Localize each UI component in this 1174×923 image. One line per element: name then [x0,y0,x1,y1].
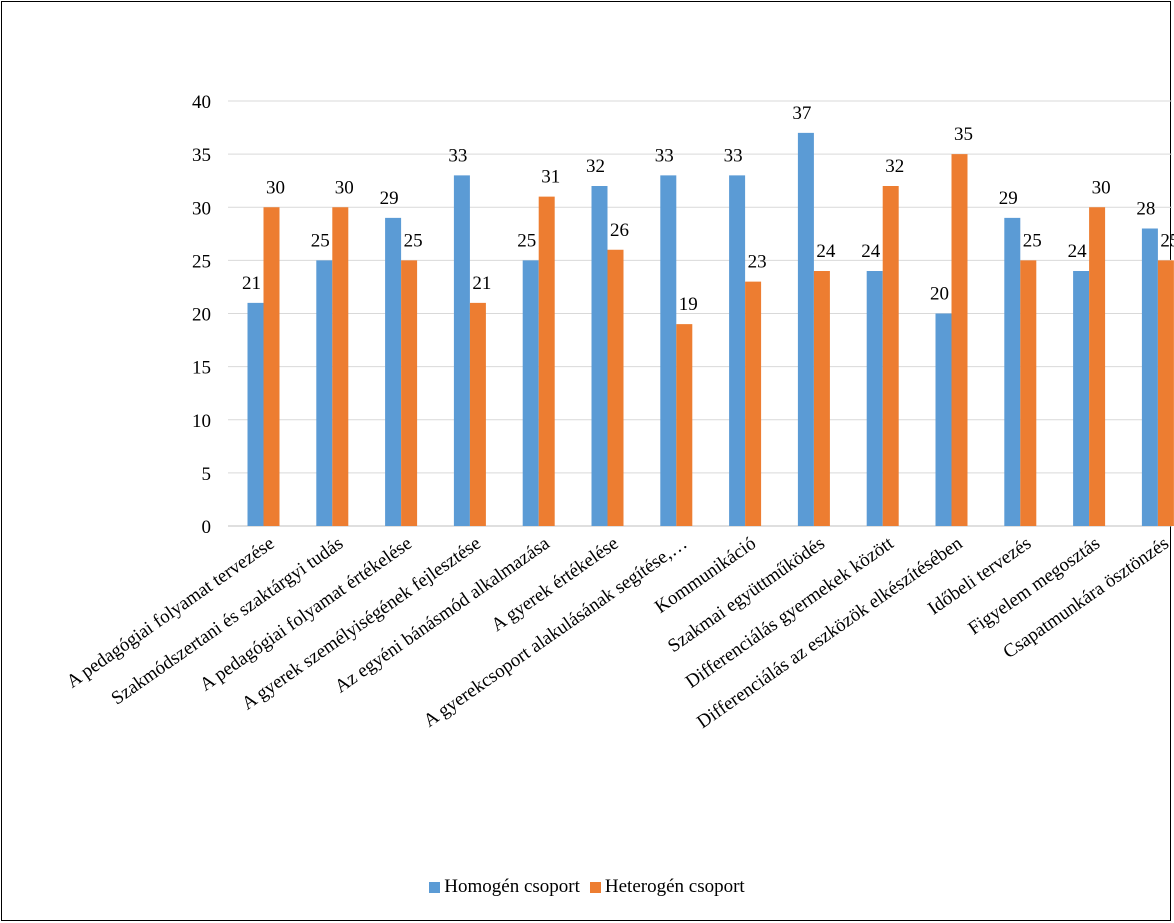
bar-homogen [591,186,608,526]
data-label: 21 [242,273,261,294]
bar-homogen [660,175,677,526]
bar-homogen [935,313,952,526]
bar-heterogen [745,281,762,526]
x-axis-categories: A pedagógiai folyamat tervezéseSzakmódsz… [63,532,1173,732]
bar-homogen [729,175,746,526]
bar-homogen [866,271,883,526]
bar-heterogen [813,271,830,526]
legend-item-heterogen: Heterogén csoport [589,876,745,898]
y-tick-label: 20 [192,305,211,326]
data-label: 33 [724,145,743,166]
bar-homogen [797,132,814,526]
legend: Homogén csoport Heterogén csoport [0,872,1174,902]
legend-item-homogen: Homogén csoport [429,876,580,898]
legend-label-heterogen: Heterogén csoport [604,876,745,897]
legend-swatch-heterogen [589,881,601,893]
legend-label-homogen: Homogén csoport [444,876,580,897]
bar-homogen [1141,228,1158,526]
data-label: 33 [448,145,467,166]
data-label: 30 [1092,177,1111,198]
data-label: 35 [954,124,973,145]
y-tick-label: 35 [192,145,211,166]
bar-heterogen [401,260,418,526]
data-label: 37 [792,103,811,124]
data-label: 25 [404,230,423,251]
data-label: 25 [1160,230,1174,251]
data-label: 25 [517,230,536,251]
bar-heterogen [882,186,899,526]
bar-homogen [453,175,470,526]
bar-homogen [1004,217,1021,526]
data-label: 19 [679,294,698,315]
legend-swatch-homogen [429,881,441,893]
y-tick-label: 25 [192,251,211,272]
data-label: 30 [335,177,354,198]
bar-heterogen [263,207,280,526]
bar-heterogen [332,207,349,526]
bar-heterogen [1089,207,1106,526]
bar-heterogen [951,154,968,526]
bar-homogen [385,217,402,526]
bar-heterogen [607,249,624,526]
data-label: 28 [1136,199,1155,220]
y-axis-ticks: 0 5 10 15 20 25 30 35 40 [192,92,211,538]
bar-homogen [1073,271,1090,526]
y-tick-label: 30 [192,198,211,219]
data-label: 21 [472,273,491,294]
data-label: 33 [655,145,674,166]
bar-homogen [247,302,264,526]
data-label: 29 [380,188,399,209]
bar-homogen [316,260,333,526]
bar-heterogen [1020,260,1037,526]
bar-heterogen [469,302,486,526]
y-tick-label: 10 [192,411,211,432]
y-tick-label: 5 [202,464,212,485]
data-label: 26 [610,220,629,241]
data-label: 32 [885,156,904,177]
data-label: 32 [586,156,605,177]
data-label: 25 [1023,230,1042,251]
y-tick-label: 15 [192,358,211,379]
data-label: 31 [541,167,560,188]
data-label: 24 [861,241,881,262]
bar-homogen [522,260,539,526]
data-label: 30 [266,177,285,198]
data-label: 23 [748,252,767,273]
data-label: 24 [1068,241,1088,262]
data-label: 29 [999,188,1018,209]
y-tick-label: 0 [202,517,212,538]
bar-heterogen [1157,260,1174,526]
data-label: 25 [311,230,330,251]
bar-heterogen [538,196,555,526]
data-label: 24 [816,241,836,262]
bar-heterogen [676,324,693,526]
bars [247,132,1174,526]
y-tick-label: 40 [192,92,211,113]
data-label: 20 [930,284,949,305]
